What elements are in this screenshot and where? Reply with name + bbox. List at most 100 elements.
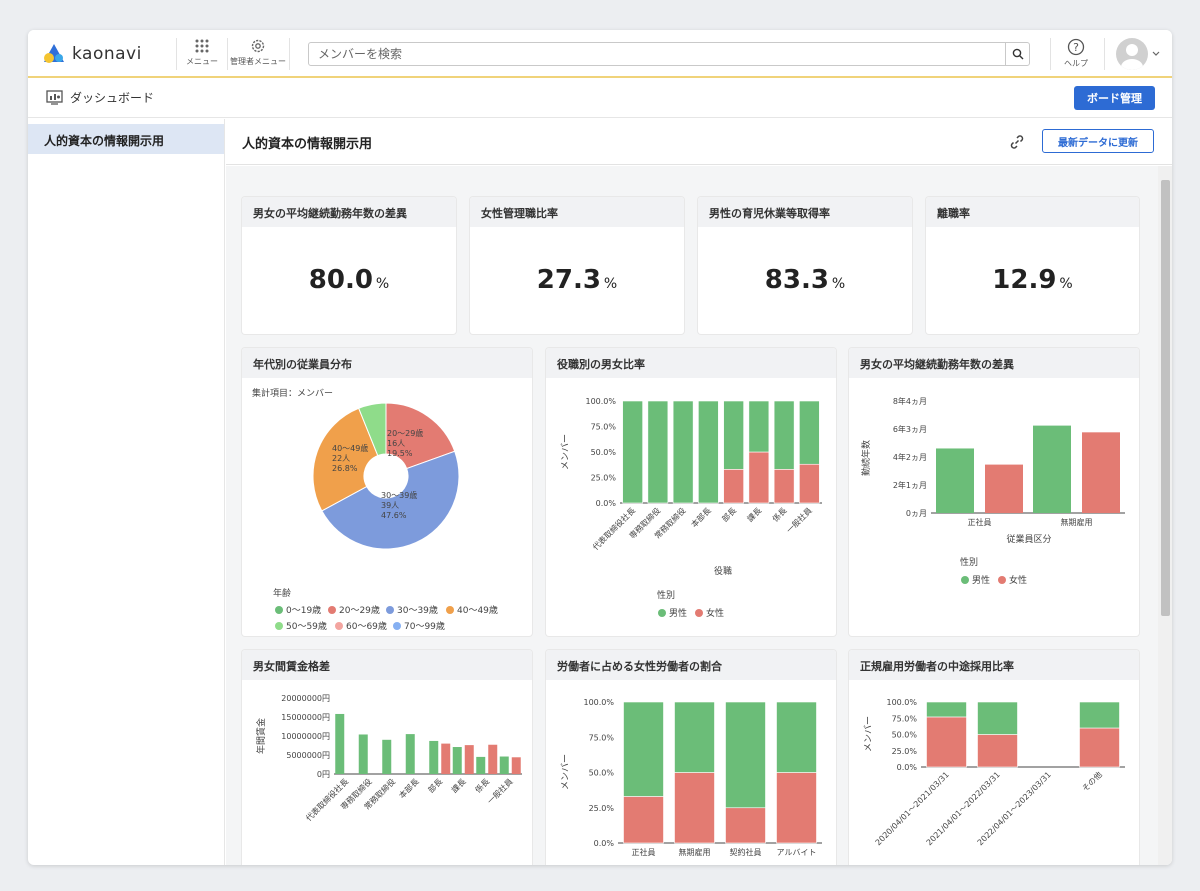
bar — [1033, 425, 1071, 513]
age-distribution-card: 年代別の従業員分布 集計項目：メンバー 20〜29歳 16人 19.5% 30〜39歳 3… — [242, 348, 532, 636]
user-avatar[interactable] — [1116, 38, 1148, 70]
x-tick-label: 正社員 — [968, 517, 992, 527]
y-tick-label: 6年3ヵ月 — [893, 424, 927, 434]
bar — [464, 745, 474, 774]
legend-title: 年齢 — [273, 587, 291, 599]
x-axis-label: 役職 — [714, 565, 732, 577]
y-tick-label: 8年4ヵ月 — [893, 396, 927, 406]
link-icon[interactable] — [1009, 134, 1025, 150]
y-axis-label: メンバー — [560, 754, 571, 790]
bar — [936, 448, 974, 513]
legend-swatch — [998, 576, 1006, 584]
scrollbar[interactable] — [1158, 166, 1172, 865]
bar — [723, 469, 744, 504]
app-window: kaonavi メニュー 管理者メニュー — [28, 30, 1172, 865]
bar — [926, 701, 967, 718]
y-tick-label: 75.0% — [892, 714, 918, 723]
chart-title: 年代別の従業員分布 — [242, 348, 532, 378]
admin-menu-label: 管理者メニュー — [230, 57, 286, 66]
tenure-gap-card: 男女の平均継続勤務年数の差異 0ヵ月 2年1ヵ月 4年2ヵ月 6年3ヵ月 8年4ヵ月 正社… — [849, 348, 1139, 636]
legend-label: 男性 — [669, 607, 687, 619]
y-tick-label: 50.0% — [589, 769, 615, 778]
legend-swatch — [961, 576, 969, 584]
y-tick-label: 100.0% — [583, 698, 614, 707]
legend-label: 20〜29歳 — [339, 604, 380, 616]
bar — [926, 716, 967, 768]
kpi-card: 女性管理職比率 27.3% — [470, 197, 684, 334]
legend-swatch — [658, 609, 666, 617]
y-tick-label: 2年1ヵ月 — [893, 480, 927, 490]
bar — [1079, 727, 1120, 768]
legend-swatch — [695, 609, 703, 617]
bar — [452, 747, 462, 774]
bar — [647, 400, 669, 504]
female-ratio-chart: 0.0% 25.0% 50.0% 75.0% 100.0% 正社員 無期雇用 契約社員 アルバイ… — [560, 698, 822, 857]
bar — [499, 756, 509, 774]
search-button[interactable] — [1005, 43, 1029, 65]
bar — [382, 739, 392, 774]
bar — [1082, 432, 1120, 513]
bar — [623, 701, 664, 797]
midcareer-ratio-chart: 0.0%25.0%50.0%75.0%100.0%2020/04/01〜2021… — [863, 698, 1125, 847]
legend-label: 女性 — [1009, 574, 1027, 586]
x-tick-label: 部長 — [426, 776, 444, 794]
y-tick-label: 5000000円 — [286, 751, 330, 760]
bar — [723, 400, 744, 470]
legend-swatch — [275, 606, 283, 614]
role-gender-card: 役職別の男女比率 0.0% 25.0% 50.0% 75.0% 100.0% 代表取締役社… — [546, 348, 836, 636]
help-button[interactable]: ? ヘルプ — [1056, 34, 1096, 74]
x-tick-label: 代表取締役社長 — [303, 776, 350, 823]
kpi-value: 12.9% — [992, 265, 1073, 295]
bar — [476, 756, 486, 774]
legend-swatch — [335, 622, 343, 630]
dashboard-area: 男女の平均継続勤務年数の差異 80.0% 女性管理職比率 27.3% 男性の育児… — [226, 166, 1172, 865]
kpi-value: 27.3% — [536, 265, 618, 295]
chevron-down-icon[interactable] — [1152, 50, 1160, 58]
x-tick-label: 部長 — [720, 505, 738, 523]
legend-label: 30〜39歳 — [397, 604, 438, 616]
search-icon — [1012, 48, 1023, 60]
y-tick-label: 25.0% — [589, 804, 615, 813]
refresh-data-button[interactable]: 最新データに更新 — [1042, 129, 1154, 153]
bar — [799, 463, 820, 504]
member-search — [308, 42, 1030, 66]
board-management-button[interactable]: ボード管理 — [1074, 86, 1155, 110]
chart-subtitle: 集計項目：メンバー — [252, 387, 333, 399]
x-tick-label: 係長 — [473, 777, 491, 795]
y-tick-label: 75.0% — [591, 423, 617, 432]
legend-label: 0〜19歳 — [286, 604, 321, 616]
slice-label: 16人 — [387, 439, 405, 448]
kpi-title: 男性の育児休業等取得率 — [698, 197, 912, 227]
gear-icon — [251, 39, 265, 53]
bar — [335, 713, 345, 774]
role-gender-chart: 0.0%25.0%50.0%75.0%100.0%代表取締役社長専務取締役常務取… — [560, 397, 822, 619]
pie-slice — [385, 402, 456, 470]
search-input[interactable] — [309, 43, 1006, 65]
sidebar-item-hr-disclosure[interactable]: 人的資本の情報開示用 — [28, 124, 224, 154]
y-axis-label: メンバー — [560, 434, 571, 470]
y-tick-label: 50.0% — [591, 448, 617, 457]
bar — [358, 734, 368, 774]
kpi-card: 男女の平均継続勤務年数の差異 80.0% — [242, 197, 456, 334]
board-title: 人的資本の情報開示用 — [242, 137, 373, 152]
bar — [977, 734, 1018, 768]
dashboard-icon — [46, 90, 63, 105]
y-tick-label: 10000000円 — [281, 732, 330, 741]
menu-button[interactable]: メニュー — [178, 34, 226, 74]
top-header: kaonavi メニュー 管理者メニュー — [28, 30, 1172, 78]
admin-menu-button[interactable]: 管理者メニュー — [228, 34, 288, 74]
y-tick-label: 15000000円 — [281, 713, 330, 722]
y-tick-label: 0円 — [317, 770, 330, 779]
logo-text: kaonavi — [72, 44, 142, 64]
scrollbar-thumb[interactable] — [1161, 180, 1170, 616]
x-tick-label: 契約社員 — [730, 847, 762, 857]
x-tick-label: 課長 — [745, 505, 763, 523]
y-tick-label: 50.0% — [892, 731, 918, 740]
kpi-title: 男女の平均継続勤務年数の差異 — [242, 197, 456, 227]
chart-title: 男女の平均継続勤務年数の差異 — [849, 348, 1139, 378]
legend-swatch — [446, 606, 454, 614]
legend-label: 70〜99歳 — [404, 620, 445, 632]
legend-label: 40〜49歳 — [457, 604, 498, 616]
kaonavi-logo[interactable]: kaonavi — [42, 40, 142, 68]
